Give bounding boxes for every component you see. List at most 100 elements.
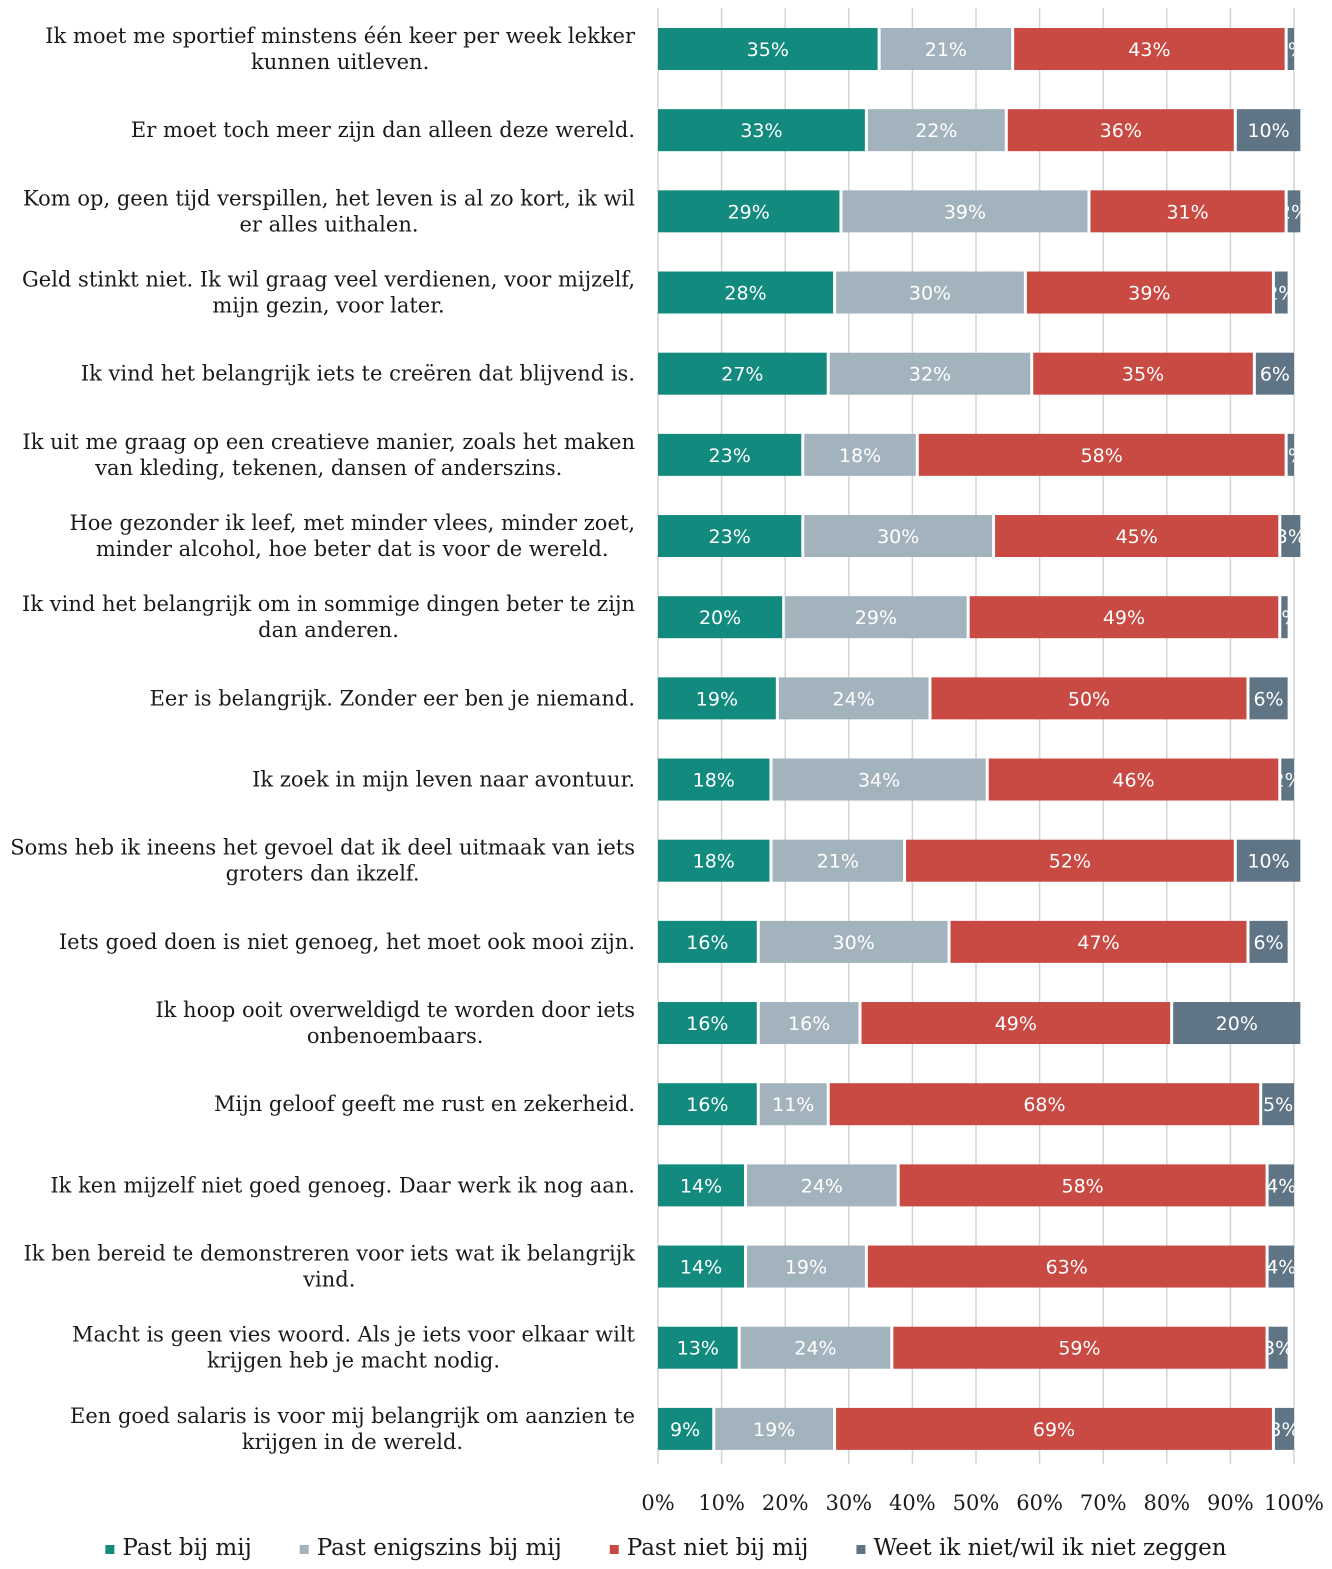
bar-segment xyxy=(658,920,757,963)
category-label: Mijn geloof geeft me rust en zekerheid. xyxy=(214,1092,635,1116)
category-label: Macht is geen vies woord. Als je iets vo… xyxy=(72,1323,636,1373)
data-label: 23% xyxy=(709,526,751,548)
data-label: 58% xyxy=(1081,445,1123,467)
bar-segment xyxy=(829,352,1031,395)
bar-segment xyxy=(950,920,1247,963)
category-label-line: Ik hoop ooit overweldigd te worden door … xyxy=(155,998,635,1022)
bar-segment xyxy=(969,596,1279,639)
category-label-line: mijn gezin, voor later. xyxy=(212,294,444,318)
bar-row: Kom op, geen tijd verspillen, het leven … xyxy=(23,186,1300,236)
bar-segment xyxy=(988,758,1279,801)
category-label-line: minder alcohol, hoe beter dat is voor de… xyxy=(96,537,609,561)
bar-segment xyxy=(1274,1407,1294,1450)
data-label: 31% xyxy=(1166,201,1208,223)
category-label-line: onbenoembaars. xyxy=(307,1024,484,1048)
bar-row: Soms heb ik ineens het gevoel dat ik dee… xyxy=(10,836,1301,886)
bar-row: Ik vind het belangrijk iets te creëren d… xyxy=(81,352,1294,395)
category-label-line: Kom op, geen tijd verspillen, het leven … xyxy=(23,186,635,210)
bar-segment xyxy=(836,271,1024,314)
legend-item: Past bij mij xyxy=(105,1535,252,1561)
legend-label: Weet ik niet/wil ik niet zeggen xyxy=(873,1535,1226,1561)
bar-segment xyxy=(658,839,770,882)
data-label: 6% xyxy=(1253,688,1283,710)
category-label: Soms heb ik ineens het gevoel dat ik dee… xyxy=(10,836,635,886)
bar-segment xyxy=(1268,1245,1294,1288)
data-label: 32% xyxy=(909,364,951,386)
category-label: Ik zoek in mijn leven naar avontuur. xyxy=(252,768,635,792)
x-tick-label: 70% xyxy=(1080,1491,1127,1515)
data-label: 4% xyxy=(1266,1257,1296,1279)
bar-segment xyxy=(658,1083,757,1126)
x-tick-label: 20% xyxy=(762,1491,809,1515)
category-label-line: Ik ben bereid te demonstreren voor iets … xyxy=(24,1242,636,1266)
bar-row: Een goed salaris is voor mij belangrijk … xyxy=(70,1404,1294,1454)
x-tick-label: 50% xyxy=(953,1491,1000,1515)
bar-segment xyxy=(759,1002,859,1045)
category-label: Ik moet me sportief minstens één keer pe… xyxy=(45,24,636,74)
data-label: 2% xyxy=(1266,283,1296,305)
bar-segment xyxy=(658,596,783,639)
category-label: Kom op, geen tijd verspillen, het leven … xyxy=(23,186,635,236)
bar-segment xyxy=(658,352,827,395)
bar-row: Ik hoop ooit overweldigd te worden door … xyxy=(155,998,1301,1048)
bar-row: Ik uit me graag op een creatieve manier,… xyxy=(22,430,1294,480)
bar-segment xyxy=(658,515,802,558)
data-label: 23% xyxy=(709,445,751,467)
legend-item: Past enigszins bij mij xyxy=(299,1535,562,1561)
data-label: 11% xyxy=(772,1094,814,1116)
category-label-line: Iets goed doen is niet genoeg, het moet … xyxy=(59,930,635,954)
data-label: 19% xyxy=(753,1419,795,1441)
data-label: 4% xyxy=(1266,1175,1296,1197)
data-label: 30% xyxy=(833,932,875,954)
data-label: 19% xyxy=(785,1257,827,1279)
bar-segment xyxy=(1268,1164,1294,1207)
bar-segment xyxy=(772,839,904,882)
legend: Past bij mij Past enigszins bij mij Past n… xyxy=(105,1535,1227,1561)
x-tick-label: 40% xyxy=(889,1491,936,1515)
category-label-line: Ik zoek in mijn leven naar avontuur. xyxy=(252,768,635,792)
bar-segment xyxy=(906,839,1234,882)
data-label: 6% xyxy=(1253,932,1283,954)
bar-segment xyxy=(658,1002,757,1045)
data-label: 27% xyxy=(721,364,763,386)
bar-segment xyxy=(1033,352,1253,395)
bar-row: Macht is geen vies woord. Als je iets vo… xyxy=(72,1323,1288,1373)
data-label: 2% xyxy=(1273,770,1303,792)
category-label-line: krijgen in de wereld. xyxy=(242,1430,463,1454)
category-label: Ik uit me graag op een creatieve manier,… xyxy=(22,430,635,480)
bar-row: Ik ken mijzelf niet goed genoeg. Daar we… xyxy=(50,1164,1296,1207)
data-label: 24% xyxy=(794,1338,836,1360)
data-label: 6% xyxy=(1260,364,1290,386)
data-label: 10% xyxy=(1247,851,1289,873)
bar-segment xyxy=(1262,1083,1294,1126)
legend-label: Past niet bij mij xyxy=(627,1535,809,1561)
legend-label: Past enigszins bij mij xyxy=(317,1535,562,1561)
bar-segment xyxy=(1173,1002,1301,1045)
bar-row: Geld stinkt niet. Ik wil graag veel verd… xyxy=(22,268,1296,318)
legend-item: Past niet bij mij xyxy=(609,1535,809,1561)
bar-segment xyxy=(740,1326,891,1369)
category-label-line: Mijn geloof geeft me rust en zekerheid. xyxy=(214,1092,635,1116)
category-label: Iets goed doen is niet genoeg, het moet … xyxy=(59,930,635,954)
data-label: 35% xyxy=(1122,364,1164,386)
data-label: 47% xyxy=(1077,932,1119,954)
data-label: 68% xyxy=(1023,1094,1065,1116)
x-axis-ticks: 0% 10% 20% 30% 40% 50% 60% 70% 80% 90% 100% xyxy=(641,1491,1324,1515)
bar-segment xyxy=(931,677,1247,720)
category-label: Eer is belangrijk. Zonder eer ben je nie… xyxy=(150,686,635,710)
data-label: 22% xyxy=(915,120,957,142)
data-label: 46% xyxy=(1112,770,1154,792)
bar-segment xyxy=(715,1407,834,1450)
bar-segment xyxy=(836,1407,1272,1450)
bar-segment xyxy=(772,758,986,801)
data-label: 59% xyxy=(1058,1338,1100,1360)
data-label: 35% xyxy=(747,39,789,61)
category-label-line: Er moet toch meer zijn dan alleen deze w… xyxy=(131,118,635,142)
category-label-line: Ik ken mijzelf niet goed genoeg. Daar we… xyxy=(50,1173,635,1197)
data-label: 69% xyxy=(1033,1419,1075,1441)
legend-item: Weet ik niet/wil ik niet zeggen xyxy=(856,1535,1227,1561)
data-label: 16% xyxy=(686,1013,728,1035)
bar-segment xyxy=(867,1245,1266,1288)
bar-row: Ik vind het belangrijk om in sommige din… xyxy=(22,592,1288,642)
